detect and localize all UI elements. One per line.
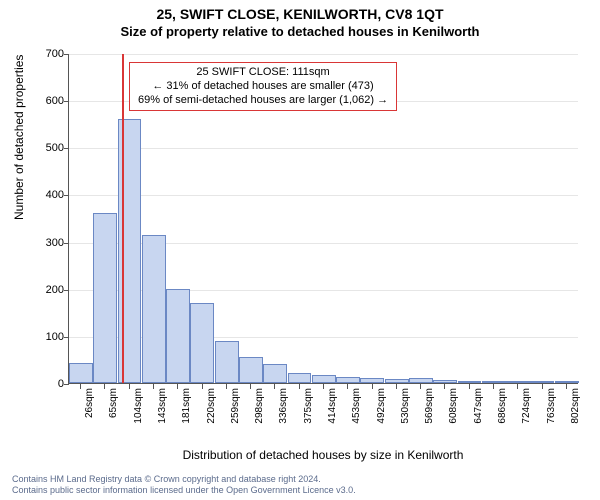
xtick-mark	[396, 384, 397, 389]
histogram-bar	[118, 119, 142, 383]
xtick-label: 763sqm	[546, 388, 557, 424]
ytick-mark	[64, 195, 69, 196]
ytick-mark	[64, 243, 69, 244]
histogram-bar	[69, 363, 93, 383]
x-axis-label: Distribution of detached houses by size …	[68, 448, 578, 462]
histogram-bar	[530, 381, 554, 383]
xtick-mark	[202, 384, 203, 389]
histogram-bar	[555, 381, 579, 383]
xtick-label: 414sqm	[327, 388, 338, 424]
title-block: 25, SWIFT CLOSE, KENILWORTH, CV8 1QT Siz…	[0, 0, 600, 39]
xtick-label: 336sqm	[278, 388, 289, 424]
annotation-line-3: 69% of semi-detached houses are larger (…	[138, 94, 388, 108]
ytick-label: 500	[24, 142, 64, 154]
xtick-label: 143sqm	[157, 388, 168, 424]
xtick-label: 608sqm	[448, 388, 459, 424]
ytick-mark	[64, 337, 69, 338]
ytick-mark	[64, 54, 69, 55]
chart-area: 25 SWIFT CLOSE: 111sqm ← 31% of detached…	[68, 54, 578, 414]
xtick-mark	[80, 384, 81, 389]
ytick-label: 0	[24, 378, 64, 390]
histogram-bar	[142, 235, 166, 384]
xtick-label: 686sqm	[497, 388, 508, 424]
histogram-bar	[458, 381, 482, 383]
histogram-bar	[263, 364, 287, 383]
gridline	[69, 195, 578, 196]
xtick-mark	[323, 384, 324, 389]
footer-line-1: Contains HM Land Registry data © Crown c…	[12, 474, 356, 485]
histogram-bar	[312, 375, 336, 383]
histogram-bar	[385, 379, 409, 383]
histogram-bar	[336, 377, 360, 383]
xtick-label: 181sqm	[181, 388, 192, 424]
page-subtitle: Size of property relative to detached ho…	[0, 24, 600, 39]
histogram-bar	[93, 213, 117, 383]
gridline	[69, 54, 578, 55]
xtick-label: 65sqm	[108, 388, 119, 418]
gridline	[69, 148, 578, 149]
annotation-line-1: 25 SWIFT CLOSE: 111sqm	[138, 66, 388, 80]
xtick-label: 26sqm	[84, 388, 95, 418]
ytick-label: 300	[24, 237, 64, 249]
plot-region: 25 SWIFT CLOSE: 111sqm ← 31% of detached…	[68, 54, 578, 384]
xtick-label: 647sqm	[473, 388, 484, 424]
ytick-mark	[64, 101, 69, 102]
histogram-bar	[506, 381, 530, 383]
annotation-line-2: ← 31% of detached houses are smaller (47…	[138, 80, 388, 94]
xtick-label: 492sqm	[376, 388, 387, 424]
footer-line-2: Contains public sector information licen…	[12, 485, 356, 496]
histogram-bar	[239, 357, 263, 383]
xtick-label: 453sqm	[351, 388, 362, 424]
xtick-label: 530sqm	[400, 388, 411, 424]
histogram-bar	[288, 373, 312, 383]
xtick-label: 220sqm	[206, 388, 217, 424]
ytick-label: 200	[24, 284, 64, 296]
xtick-label: 802sqm	[570, 388, 581, 424]
xtick-label: 104sqm	[133, 388, 144, 424]
xtick-mark	[347, 384, 348, 389]
xtick-label: 259sqm	[230, 388, 241, 424]
ytick-mark	[64, 148, 69, 149]
xtick-mark	[444, 384, 445, 389]
xtick-mark	[226, 384, 227, 389]
histogram-bar	[433, 380, 457, 383]
ytick-mark	[64, 384, 69, 385]
xtick-label: 569sqm	[424, 388, 435, 424]
xtick-mark	[372, 384, 373, 389]
marker-line	[122, 54, 124, 383]
histogram-bar	[166, 289, 190, 383]
xtick-mark	[299, 384, 300, 389]
xtick-mark	[517, 384, 518, 389]
histogram-bar	[409, 378, 433, 383]
xtick-mark	[177, 384, 178, 389]
xtick-label: 724sqm	[521, 388, 532, 424]
xtick-mark	[153, 384, 154, 389]
histogram-bar	[190, 303, 214, 383]
xtick-mark	[542, 384, 543, 389]
ytick-label: 600	[24, 95, 64, 107]
xtick-mark	[104, 384, 105, 389]
xtick-mark	[566, 384, 567, 389]
ytick-label: 400	[24, 189, 64, 201]
ytick-mark	[64, 290, 69, 291]
xtick-label: 298sqm	[254, 388, 265, 424]
footer-attribution: Contains HM Land Registry data © Crown c…	[12, 474, 356, 497]
xtick-mark	[129, 384, 130, 389]
xtick-label: 375sqm	[303, 388, 314, 424]
histogram-bar	[215, 341, 239, 383]
histogram-bar	[360, 378, 384, 383]
histogram-bar	[482, 381, 506, 383]
xtick-mark	[250, 384, 251, 389]
xtick-mark	[274, 384, 275, 389]
ytick-label: 700	[24, 48, 64, 60]
xtick-mark	[420, 384, 421, 389]
xtick-mark	[493, 384, 494, 389]
xtick-mark	[469, 384, 470, 389]
ytick-label: 100	[24, 331, 64, 343]
page-title: 25, SWIFT CLOSE, KENILWORTH, CV8 1QT	[0, 6, 600, 22]
annotation-box: 25 SWIFT CLOSE: 111sqm ← 31% of detached…	[129, 62, 397, 111]
